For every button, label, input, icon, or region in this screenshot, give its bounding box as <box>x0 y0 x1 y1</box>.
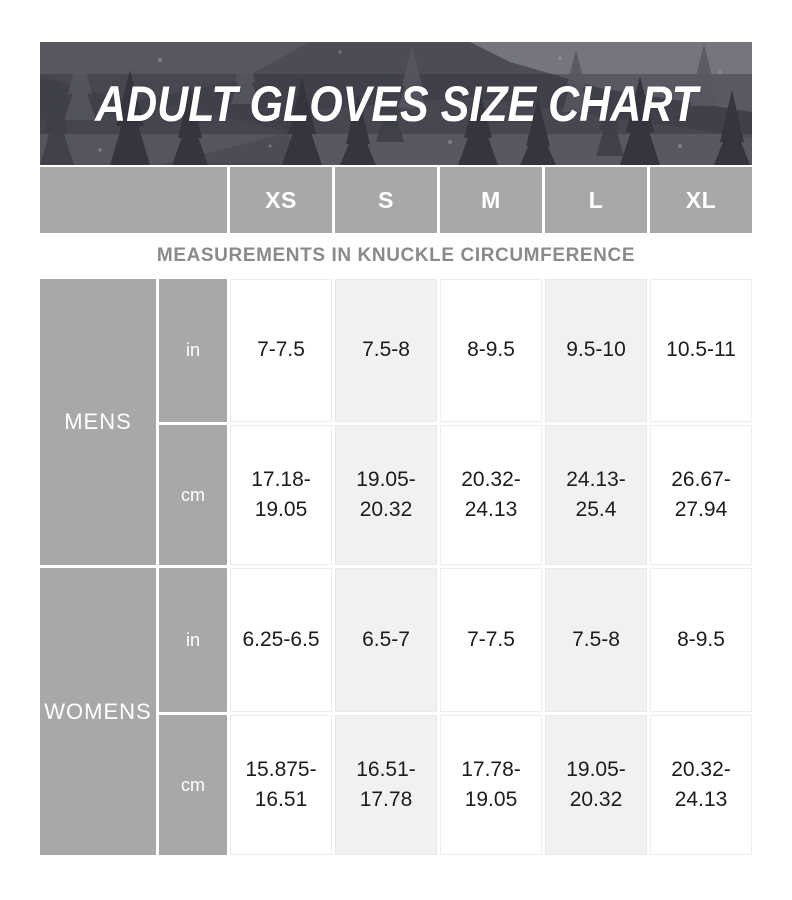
cell-mens-in-xs: 7-7.5 <box>230 279 332 422</box>
cell-womens-in-xl: 8-9.5 <box>650 568 752 712</box>
subheader-text: MEASUREMENTS IN KNUCKLE CIRCUMFERENCE <box>156 245 636 266</box>
cell-womens-cm-m: 17.78- 19.05 <box>440 715 542 855</box>
size-header-s: S <box>335 167 437 233</box>
hero-header: ADULT GLOVES SIZE CHART <box>40 42 752 165</box>
group-label-mens: MENS <box>40 279 156 565</box>
cell-mens-in-m: 8-9.5 <box>440 279 542 422</box>
cell-mens-cm-m: 20.32- 24.13 <box>440 425 542 565</box>
cell-womens-cm-xl: 20.32- 24.13 <box>650 715 752 855</box>
size-header-l: L <box>545 167 647 233</box>
chart-title: ADULT GLOVES SIZE CHART <box>94 75 698 132</box>
group-label-womens: WOMENS <box>40 568 156 855</box>
unit-label-mens-cm: cm <box>159 425 227 565</box>
unit-label-mens-in: in <box>159 279 227 422</box>
size-header-spacer <box>40 167 227 233</box>
cell-womens-in-m: 7-7.5 <box>440 568 542 712</box>
cell-mens-in-l: 9.5-10 <box>545 279 647 422</box>
forest-background-image <box>40 42 752 165</box>
cell-womens-in-s: 6.5-7 <box>335 568 437 712</box>
cell-womens-in-l: 7.5-8 <box>545 568 647 712</box>
cell-mens-cm-l: 24.13- 25.4 <box>545 425 647 565</box>
cell-mens-cm-xl: 26.67- 27.94 <box>650 425 752 565</box>
subheader-row: MEASUREMENTS IN KNUCKLE CIRCUMFERENCE <box>40 233 752 279</box>
unit-label-womens-cm: cm <box>159 715 227 855</box>
hero-title-band: ADULT GLOVES SIZE CHART <box>40 42 752 165</box>
size-table-body: MENS in 7-7.5 7.5-8 8-9.5 9.5-10 10.5-11… <box>40 279 752 855</box>
cell-mens-in-s: 7.5-8 <box>335 279 437 422</box>
size-header-m: M <box>440 167 542 233</box>
cell-mens-cm-xs: 17.18- 19.05 <box>230 425 332 565</box>
cell-mens-in-xl: 10.5-11 <box>650 279 752 422</box>
cell-womens-in-xs: 6.25-6.5 <box>230 568 332 712</box>
size-header-row: XS S M L XL <box>40 167 752 233</box>
adult-gloves-size-chart: ADULT GLOVES SIZE CHART XS S M L XL MEAS… <box>40 42 752 855</box>
unit-label-womens-in: in <box>159 568 227 712</box>
cell-womens-cm-l: 19.05- 20.32 <box>545 715 647 855</box>
cell-womens-cm-s: 16.51- 17.78 <box>335 715 437 855</box>
size-header-xs: XS <box>230 167 332 233</box>
size-header-xl: XL <box>650 167 752 233</box>
cell-womens-cm-xs: 15.875- 16.51 <box>230 715 332 855</box>
cell-mens-cm-s: 19.05- 20.32 <box>335 425 437 565</box>
